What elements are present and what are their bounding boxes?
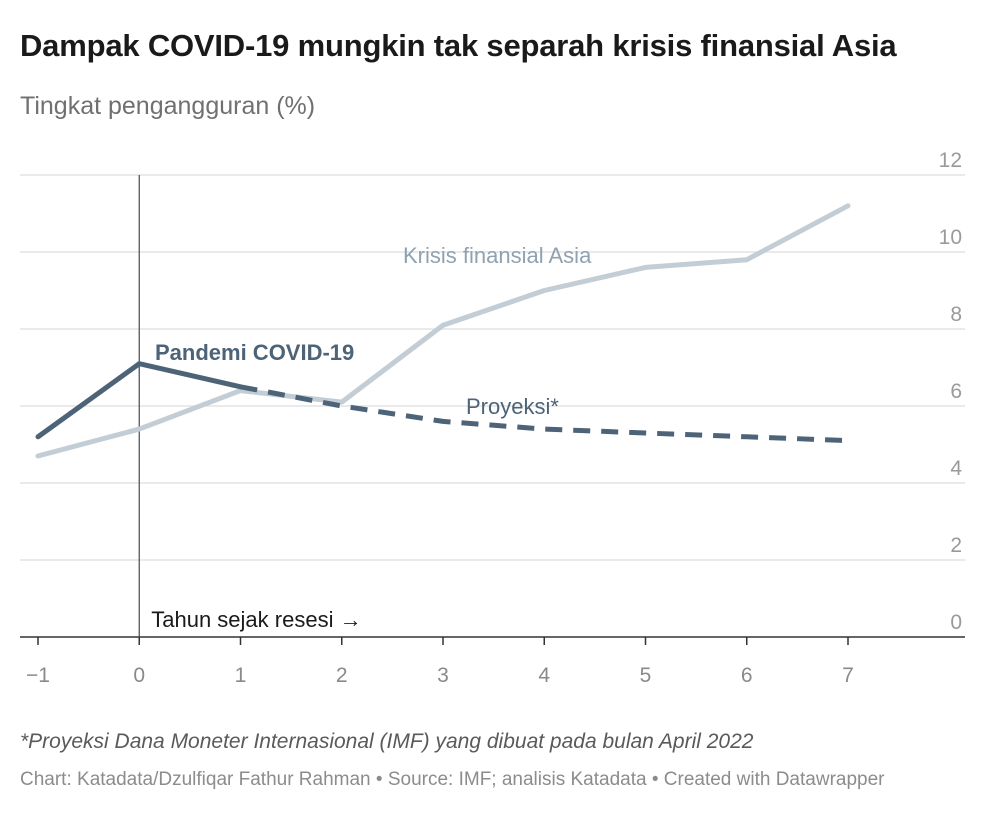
y-tick-label: 4 (950, 457, 962, 480)
chart-subtitle: Tingkat pengangguran (%) (20, 92, 316, 120)
credits: Chart: Katadata/Dzulfiqar Fathur Rahman … (20, 769, 885, 790)
x-tick-label: 1 (235, 664, 247, 687)
x-axis-label: Tahun sejak resesi → (151, 607, 361, 632)
chart-title: Dampak COVID-19 mungkin tak separah kris… (20, 28, 897, 63)
series-label-projection: Proyeksi* (466, 394, 559, 419)
footnote: *Proyeksi Dana Moneter Internasional (IM… (20, 730, 754, 753)
y-tick-label: 10 (939, 226, 962, 249)
x-tick-label: −1 (26, 664, 50, 687)
series-line-asia (35, 203, 851, 459)
series-label-covid: Pandemi COVID-19 (155, 340, 354, 365)
x-tick-label: 3 (437, 664, 449, 687)
y-tick-label: 2 (950, 534, 962, 557)
y-tick-label: 12 (939, 149, 962, 172)
x-tick-label: 4 (538, 664, 550, 687)
x-tick-label: 2 (336, 664, 348, 687)
x-tick-label: 7 (842, 664, 854, 687)
series-label-asia: Krisis finansial Asia (403, 243, 592, 268)
y-tick-label: 6 (950, 380, 962, 403)
y-tick-label: 0 (950, 611, 962, 634)
x-tick-label: 0 (133, 664, 145, 687)
x-tick-label: 6 (741, 664, 753, 687)
series-line-projection (240, 384, 849, 444)
y-tick-label: 8 (950, 303, 962, 326)
series-line-covid (35, 361, 243, 440)
x-tick-label: 5 (640, 664, 652, 687)
